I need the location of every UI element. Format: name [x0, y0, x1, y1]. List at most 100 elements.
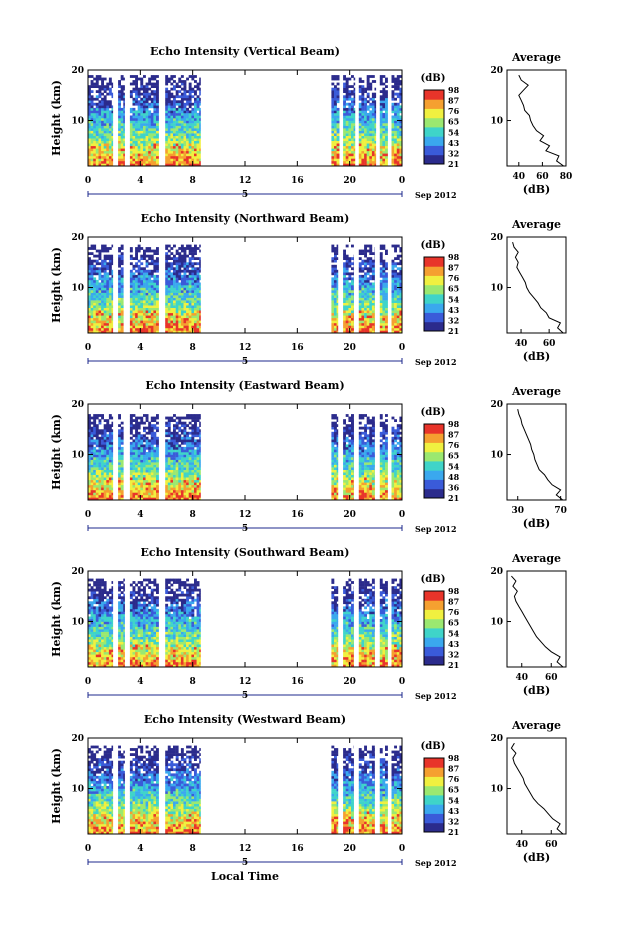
- heatmap-cell: [101, 265, 104, 268]
- heatmap-cell: [375, 143, 377, 146]
- heatmap-cell: [199, 328, 201, 331]
- heatmap-cell: [165, 75, 168, 78]
- heatmap-cell: [331, 93, 334, 96]
- heatmap-cell: [194, 293, 197, 296]
- heatmap-cell: [189, 138, 192, 141]
- heatmap-cell: [197, 121, 200, 124]
- heatmap-cell: [112, 123, 114, 126]
- heatmap-cell: [96, 158, 99, 161]
- heatmap-cell: [112, 485, 114, 488]
- heatmap-cell: [343, 267, 346, 270]
- heatmap-cell: [143, 472, 146, 475]
- heatmap-cell: [106, 320, 109, 323]
- heatmap-cell: [369, 305, 372, 308]
- heatmap-cell: [181, 283, 184, 286]
- heatmap-cell: [130, 270, 133, 273]
- heatmap-cell: [380, 83, 383, 86]
- heatmap-cell: [382, 272, 385, 275]
- heatmap-cell: [140, 275, 143, 278]
- heatmap-cell: [130, 298, 133, 301]
- heatmap-cell: [197, 113, 200, 116]
- heatmap-cell: [104, 325, 107, 328]
- heatmap-cell: [148, 457, 151, 460]
- heatmap-cell: [364, 313, 367, 316]
- heatmap-cell: [106, 465, 109, 468]
- heatmap-cell: [385, 303, 388, 306]
- heatmap-cell: [186, 90, 189, 93]
- heatmap-cell: [156, 429, 159, 432]
- heatmap-cell: [348, 158, 351, 161]
- heatmap-cell: [331, 148, 334, 151]
- heatmap-cell: [96, 290, 99, 293]
- heatmap-cell: [176, 424, 179, 427]
- heatmap-cell: [331, 113, 334, 116]
- heatmap-cell: [112, 495, 114, 498]
- heatmap-cell: [191, 290, 194, 293]
- heatmap-cell: [104, 303, 107, 306]
- heatmap-cell: [112, 126, 114, 129]
- heatmap-cell: [394, 141, 397, 144]
- heatmap-cell: [194, 245, 197, 248]
- heatmap-cell: [199, 113, 201, 116]
- heatmap-cell: [351, 295, 354, 298]
- heatmap-cell: [176, 257, 179, 260]
- heatmap-cell: [93, 126, 96, 129]
- heatmap-cell: [99, 323, 102, 326]
- heatmap-cell: [364, 131, 367, 134]
- heatmap-cell: [153, 457, 156, 460]
- heatmap-cell: [186, 298, 189, 301]
- heatmap-cell: [91, 138, 94, 141]
- heatmap-cell: [186, 318, 189, 321]
- heatmap-cell: [380, 318, 383, 321]
- heatmap-cell: [392, 158, 395, 161]
- heatmap-cell: [104, 485, 107, 488]
- heatmap-cell: [130, 293, 133, 296]
- heatmap-cell: [93, 288, 96, 291]
- heatmap-cell: [168, 450, 171, 453]
- heatmap-cell: [178, 252, 181, 255]
- heatmap-cell: [135, 275, 138, 278]
- heatmap-cell: [176, 475, 179, 478]
- heatmap-cell: [96, 295, 99, 298]
- heatmap-cell: [121, 260, 124, 263]
- heatmap-cell: [130, 490, 133, 493]
- heatmap-cell: [189, 492, 192, 495]
- heatmap-cell: [133, 118, 136, 121]
- heatmap-cell: [351, 113, 354, 116]
- heatmap-cell: [140, 298, 143, 301]
- heatmap-cell: [143, 148, 146, 151]
- heatmap-cell: [348, 298, 351, 301]
- heatmap-cell: [93, 136, 96, 139]
- heatmap-cell: [123, 98, 125, 101]
- heatmap-cell: [104, 318, 107, 321]
- heatmap-cell: [199, 277, 201, 280]
- heatmap-cell: [148, 328, 151, 331]
- heatmap-cell: [104, 295, 107, 298]
- heatmap-cell: [112, 153, 114, 156]
- heatmap-cell: [104, 477, 107, 480]
- heatmap-cell: [156, 250, 159, 253]
- heatmap-cell: [165, 105, 168, 108]
- heatmap-cell: [151, 444, 154, 447]
- heatmap-cell: [394, 148, 397, 151]
- colorbar-segment: [424, 276, 444, 280]
- heatmap-cell: [99, 153, 102, 156]
- heatmap-cell: [109, 293, 112, 296]
- heatmap-cell: [151, 424, 154, 427]
- heatmap-cell: [112, 83, 114, 86]
- heatmap-cell: [156, 318, 159, 321]
- heatmap-cell: [380, 126, 383, 129]
- heatmap-cell: [135, 315, 138, 318]
- heatmap-cell: [170, 126, 173, 129]
- heatmap-cell: [153, 138, 156, 141]
- heatmap-cell: [121, 151, 124, 154]
- heatmap-cell: [93, 455, 96, 458]
- heatmap-cell: [348, 151, 351, 154]
- heatmap-cell: [99, 472, 102, 475]
- heatmap-cell: [96, 465, 99, 468]
- heatmap-cell: [148, 148, 151, 151]
- heatmap-cell: [197, 158, 200, 161]
- heatmap-cell: [118, 485, 121, 488]
- heatmap-cell: [143, 143, 146, 146]
- heatmap-cell: [334, 277, 337, 280]
